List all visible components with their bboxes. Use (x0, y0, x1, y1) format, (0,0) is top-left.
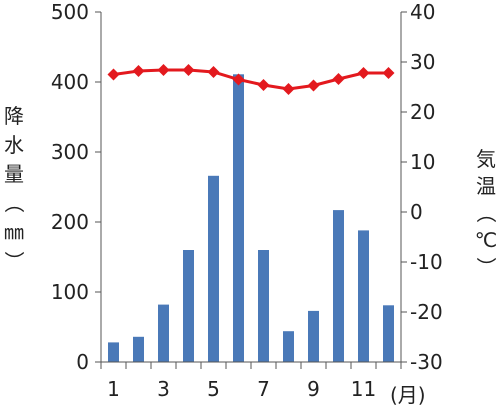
temperature-point (332, 73, 345, 85)
precipitation-bars (108, 74, 394, 363)
temperature-point (107, 68, 120, 81)
right-tick-label: 10 (410, 150, 435, 174)
right-axis-label-char: ） (474, 257, 498, 277)
precipitation-bar (333, 210, 344, 362)
right-axis-label-char: 気 (476, 147, 496, 171)
precipitation-bar (308, 310, 319, 362)
temperature-point (257, 79, 270, 91)
precipitation-bar (383, 305, 394, 362)
left-axis-label-char: ） (2, 251, 26, 271)
temperature-point (132, 65, 145, 77)
tick-labels: 0 100 200 300 400 500 -30 -20 -10 0 10 20 30 40 1 3 5 7 9 1… (51, 0, 443, 401)
x-unit-label: (月) (390, 383, 426, 407)
right-tick-label: -10 (410, 250, 443, 274)
left-tick-label: 300 (51, 140, 89, 164)
precipitation-bar (258, 250, 269, 362)
x-tick-label: 7 (257, 377, 270, 401)
left-axis-label-char: ㎜ (4, 220, 24, 244)
right-tick-label: -30 (410, 350, 443, 374)
left-axis-label-char: 量 (4, 162, 24, 186)
left-tick-label: 400 (51, 70, 89, 94)
axis-labels: (月) 降水量 （ ㎜ ） 気温 （ ℃ ） (2, 104, 498, 407)
left-tick-label: 100 (51, 280, 89, 304)
left-axis-label-char: 水 (4, 133, 24, 157)
temperature-point (232, 73, 245, 86)
right-axis-label-char: （ (474, 203, 498, 223)
right-axis-label-char: ℃ (475, 228, 497, 252)
temperature-point (282, 83, 295, 95)
x-tick-label: 1 (107, 377, 120, 401)
chart-axes (95, 11, 407, 369)
right-tick-label: 40 (410, 0, 435, 24)
right-tick-label: 0 (410, 200, 423, 224)
precipitation-bar (108, 342, 119, 362)
left-tick-label: 200 (51, 210, 89, 234)
precipitation-bar (208, 175, 219, 362)
temperature-point (357, 67, 370, 79)
precipitation-bar (158, 304, 169, 362)
temperature-point (157, 64, 170, 76)
x-tick-label: 9 (307, 377, 320, 401)
left-tick-label: 0 (76, 350, 89, 374)
right-axis-label-char: 温 (476, 174, 496, 198)
right-tick-label: -20 (410, 300, 443, 324)
x-tick-label: 11 (351, 377, 376, 401)
temperature-point (307, 79, 320, 92)
precipitation-bar (233, 74, 244, 363)
right-tick-label: 20 (410, 100, 435, 124)
left-axis-label-char: 降 (4, 104, 24, 128)
precipitation-bar (183, 250, 194, 362)
temperature-point (382, 67, 395, 79)
temperature-point (182, 64, 195, 76)
precipitation-bar (283, 331, 294, 362)
x-tick-label: 5 (207, 377, 220, 401)
temperature-line (113, 68, 389, 91)
temperature-point (207, 66, 220, 78)
temperature-series (107, 64, 395, 95)
right-tick-label: 30 (410, 50, 435, 74)
left-tick-label: 500 (51, 0, 89, 24)
x-tick-label: 3 (157, 377, 170, 401)
precipitation-bar (358, 230, 369, 362)
precipitation-bar (133, 336, 144, 362)
left-axis-label-char: （ (2, 193, 26, 213)
